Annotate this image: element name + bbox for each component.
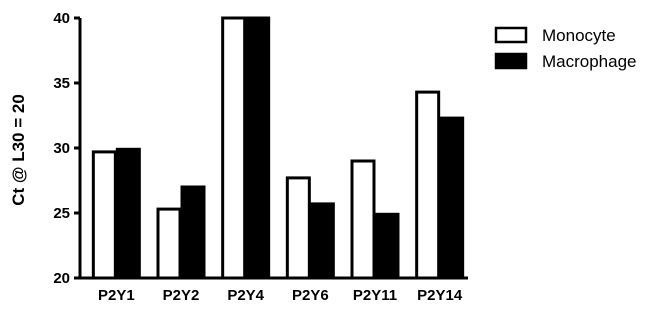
bar-macrophage-p2y1 [115, 147, 141, 280]
y-tick-label: 20 [53, 270, 70, 287]
bar-monocyte-p2y6 [285, 176, 311, 280]
bars-group [91, 16, 465, 280]
bar-monocyte-p2y14 [415, 90, 441, 280]
bar-macrophage-p2y14 [439, 116, 465, 280]
x-tick-label: P2Y2 [163, 287, 200, 304]
legend-label-monocyte: Monocyte [542, 26, 616, 45]
bar-macrophage-p2y4 [245, 16, 271, 280]
x-tick-label: P2Y4 [227, 287, 264, 304]
legend: Monocyte Macrophage [494, 26, 637, 71]
bar-monocyte-p2y2 [156, 207, 182, 280]
bar-macrophage-p2y2 [180, 185, 206, 280]
bar-monocyte-p2y1 [91, 150, 117, 280]
bar-monocyte-p2y11 [350, 159, 376, 280]
bar-monocyte-p2y4 [221, 16, 247, 280]
y-tick-label: 35 [53, 75, 70, 92]
y-tick-label: 40 [53, 10, 70, 27]
y-tick-label: 30 [53, 140, 70, 157]
x-tick-label: P2Y11 [353, 287, 397, 304]
x-tick-label: P2Y1 [98, 287, 135, 304]
y-tick-label: 25 [53, 205, 70, 222]
bar-macrophage-p2y6 [309, 202, 335, 280]
legend-label-macrophage: Macrophage [542, 52, 637, 71]
bar-macrophage-p2y11 [374, 212, 400, 280]
x-tick-label: P2Y6 [292, 287, 329, 304]
y-axis-title: Ct @ L30 = 20 [9, 94, 28, 206]
legend-swatch-macrophage [494, 52, 528, 70]
x-tick-label: P2Y14 [417, 287, 463, 304]
axes-group: P2Y1 P2Y2 P2Y4 P2Y6 P2Y11 P2Y14 20 25 30 35 40 [53, 10, 468, 304]
legend-swatch-monocyte [494, 26, 528, 44]
